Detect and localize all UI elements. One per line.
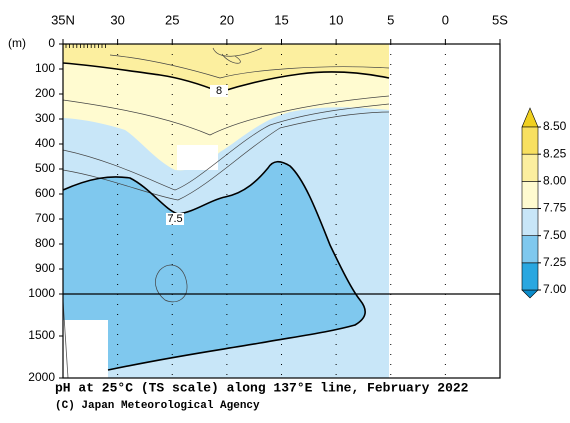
credit: (C) Japan Meteorological Agency xyxy=(55,400,260,412)
contour-label: 7.5 xyxy=(167,213,182,225)
contour-line xyxy=(109,54,390,79)
colorbar-label: 7.00 xyxy=(543,282,567,296)
colorbar-segment xyxy=(521,126,539,155)
no-data xyxy=(177,145,218,170)
x-tick-label: 10 xyxy=(329,12,343,27)
y-tick-label: 200 xyxy=(35,86,55,100)
colorbar-label: 8.00 xyxy=(543,174,567,188)
colorbar-segment xyxy=(521,235,539,264)
y-tick-label: 900 xyxy=(35,261,55,275)
y-axis-label: (m) xyxy=(8,36,26,50)
contour-label-bg xyxy=(166,213,184,225)
y-tick-label: 1000 xyxy=(28,286,55,300)
x-tick-label: 0 xyxy=(442,12,449,27)
colorbar-end xyxy=(521,107,539,128)
no-data-edge xyxy=(62,299,69,379)
colorbar-segment xyxy=(521,262,539,291)
y-tick-label: 2000 xyxy=(28,370,55,384)
contour-line xyxy=(62,103,390,191)
contour-line xyxy=(221,53,241,64)
colorbar-end xyxy=(521,289,539,299)
y-tick-label: 0 xyxy=(48,36,55,50)
y-tick-label: 600 xyxy=(35,186,55,200)
contour-fill xyxy=(63,44,389,171)
contour-fill xyxy=(63,44,389,92)
chart-title: pH at 25°C (TS scale) along 137°E line, … xyxy=(55,380,469,395)
colorbar-segment xyxy=(521,153,539,182)
colorbar-segment xyxy=(521,181,539,209)
colorbar-label: 7.50 xyxy=(543,228,567,242)
contour-line xyxy=(155,264,188,303)
x-tick-label: 35N xyxy=(51,12,75,27)
contour-line xyxy=(212,47,263,57)
contour-line xyxy=(62,95,390,136)
colorbar-label: 7.75 xyxy=(543,201,567,215)
y-tick-label: 700 xyxy=(35,211,55,225)
plot-frame xyxy=(62,43,501,379)
colorbar-segment xyxy=(521,208,539,236)
x-tick-label: 5 xyxy=(387,12,394,27)
contour-line xyxy=(62,111,390,201)
x-tick-label: 20 xyxy=(220,12,234,27)
y-tick-label: 300 xyxy=(35,111,55,125)
y-tick-label: 400 xyxy=(35,136,55,150)
x-tick-label: 25 xyxy=(165,12,179,27)
no-data xyxy=(63,320,108,378)
contour-label: 8 xyxy=(216,85,222,97)
contour-fill xyxy=(63,161,366,370)
colorbar-label: 8.50 xyxy=(543,119,567,133)
y-tick-label: 500 xyxy=(35,161,55,175)
y-tick-label: 100 xyxy=(35,61,55,75)
y-tick-label: 800 xyxy=(35,236,55,250)
x-tick-label: 30 xyxy=(110,12,124,27)
contour-label-bg xyxy=(210,85,228,97)
x-tick-label: 15 xyxy=(274,12,288,27)
colorbar-label: 7.25 xyxy=(543,255,567,269)
x-tick-label: 5S xyxy=(492,12,508,27)
colorbar-label: 8.25 xyxy=(543,146,567,160)
y-tick-label: 1500 xyxy=(28,328,55,342)
contour-line xyxy=(62,160,366,371)
